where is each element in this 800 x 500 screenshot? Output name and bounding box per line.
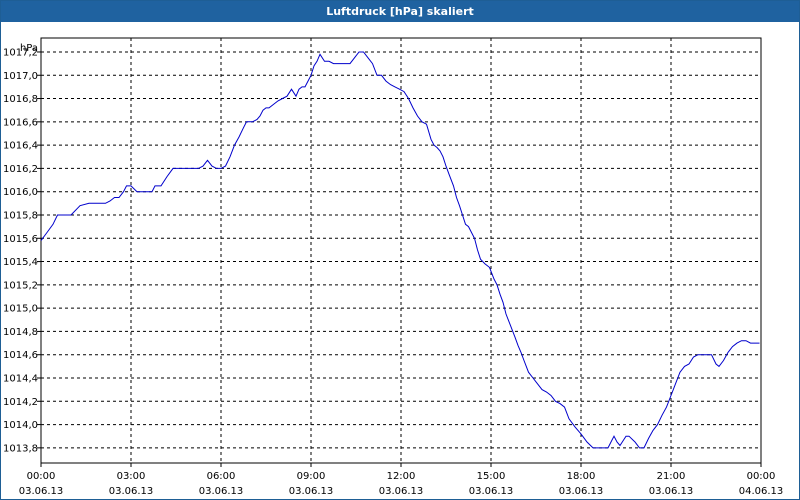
x-tick-time-label: 15:00 <box>477 471 506 482</box>
plot-frame <box>40 37 762 464</box>
pressure-chart: 1013,8 1014,0 1014,2 1014,4 1014,6 1014,8 1015… <box>3 37 784 497</box>
x-tick-time-label: 03:00 <box>117 471 146 482</box>
x-tick-time-label: 06:00 <box>207 471 236 482</box>
y-tick-label: 1015,0 <box>3 304 38 315</box>
x-tick-date-label: 03.06.13 <box>649 486 694 497</box>
x-tick-date-label: 04.06.13 <box>739 486 784 497</box>
pressure-series-line <box>40 51 760 449</box>
x-tick-date-label: 03.06.13 <box>559 486 604 497</box>
x-tick-time-label: 00:00 <box>27 471 56 482</box>
y-tick-label: 1014,0 <box>3 420 38 431</box>
x-tick-time-label: 00:00 <box>747 471 776 482</box>
x-tick-date-label: 03.06.13 <box>199 486 244 497</box>
y-unit-label: hPa <box>20 43 38 54</box>
y-tick-label: 1016,6 <box>3 117 38 128</box>
y-tick-label: 1015,2 <box>3 280 38 291</box>
y-tick-label: 1016,0 <box>3 187 38 198</box>
y-tick-label: 1014,8 <box>3 327 38 338</box>
y-tick-label: 1016,8 <box>3 94 38 105</box>
y-tick-label: 1014,4 <box>3 374 38 385</box>
x-tick-time-label: 12:00 <box>387 471 416 482</box>
x-tick-date-label: 03.06.13 <box>379 486 424 497</box>
x-tick-date-label: 03.06.13 <box>19 486 64 497</box>
x-tick-time-label: 09:00 <box>297 471 326 482</box>
x-tick-date-label: 03.06.13 <box>469 486 514 497</box>
x-tick-time-label: 21:00 <box>657 471 686 482</box>
y-tick-label: 1015,6 <box>3 234 38 245</box>
y-tick-label: 1017,0 <box>3 71 38 82</box>
x-tick-date-label: 03.06.13 <box>289 486 334 497</box>
window-title: Luftdruck [hPa] skaliert <box>1 1 799 22</box>
y-tick-label: 1016,4 <box>3 141 38 152</box>
y-tick-label: 1013,8 <box>3 443 38 454</box>
y-tick-label: 1014,2 <box>3 397 38 408</box>
y-tick-label: 1016,2 <box>3 164 38 175</box>
x-tick-date-label: 03.06.13 <box>109 486 154 497</box>
y-tick-label: 1015,4 <box>3 257 38 268</box>
y-tick-label: 1015,8 <box>3 210 38 221</box>
x-tick-time-label: 18:00 <box>567 471 596 482</box>
y-tick-label: 1014,6 <box>3 350 38 361</box>
y-tick-label: 1017,2 <box>3 47 38 58</box>
